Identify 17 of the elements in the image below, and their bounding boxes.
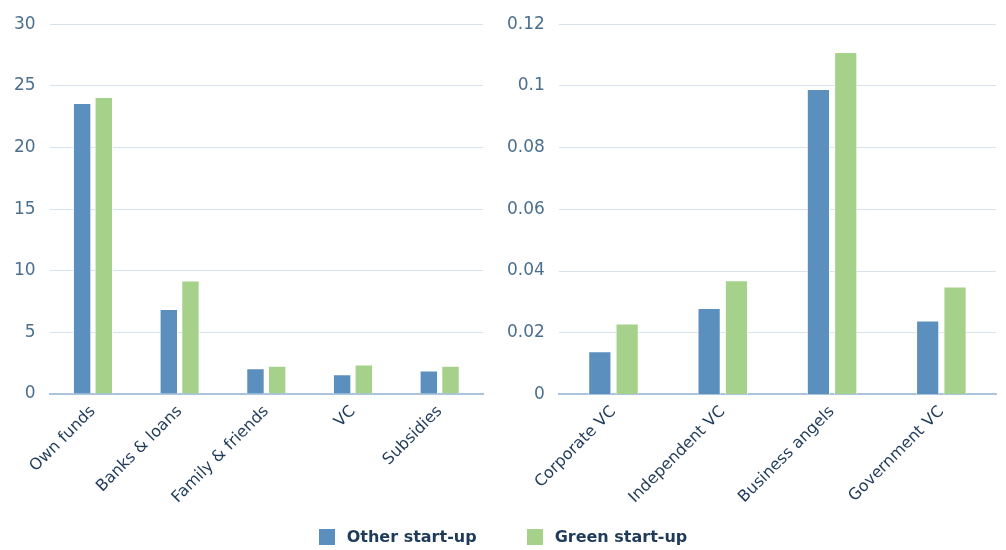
y-tick-label: 30 [13, 12, 36, 33]
legend-label: Green start-up [554, 527, 688, 546]
y-tick-label: 0.06 [506, 197, 545, 218]
y-tick-label: 25 [13, 74, 36, 95]
y-tick-label: 0.12 [506, 12, 545, 33]
x-tick-label: VC [329, 401, 359, 431]
legend-label: Other start-up [346, 527, 477, 546]
y-tick-label: 20 [13, 135, 36, 156]
y-tick-label: 10 [13, 259, 36, 280]
y-tick-label: 5 [24, 320, 36, 341]
y-tick-label: 0.08 [506, 136, 545, 157]
y-tick-label: 0 [534, 382, 545, 403]
y-tick-label: 15 [13, 197, 36, 218]
y-tick-label: 0 [24, 382, 36, 403]
y-tick-label: 0.04 [506, 259, 545, 280]
y-tick-label: 0.1 [517, 74, 545, 95]
y-tick-label: 0.02 [506, 321, 545, 342]
